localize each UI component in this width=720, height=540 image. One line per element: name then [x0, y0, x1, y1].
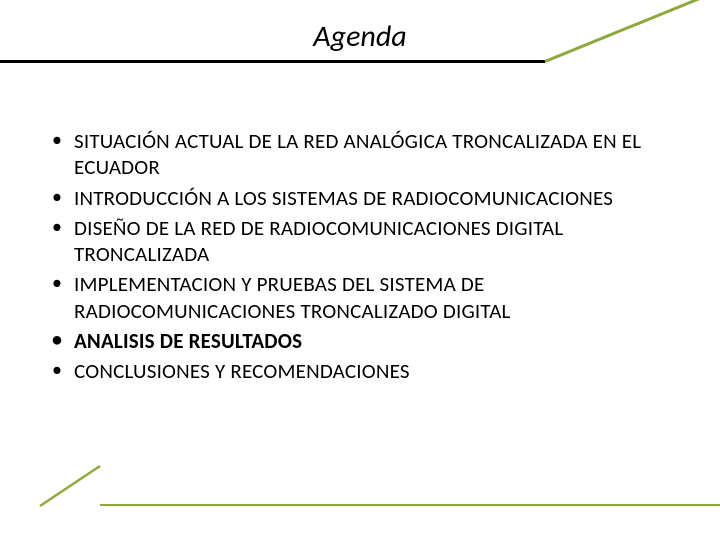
list-item: DISEÑO DE LA RED DE RADIOCOMUNICACIONES …	[44, 215, 664, 268]
list-item: CONCLUSIONES Y RECOMENDACIONES	[44, 358, 664, 384]
list-item: INTRODUCCIÓN A LOS SISTEMAS DE RADIOCOMU…	[44, 185, 664, 211]
slide: Agenda SITUACIÓN ACTUAL DE LA RED ANALÓG…	[0, 0, 720, 540]
bottom-diagonal-line	[40, 466, 160, 506]
list-item: IMPLEMENTACION Y PRUEBAS DEL SISTEMA DE …	[44, 271, 664, 324]
bottom-horizontal-rule	[100, 504, 720, 507]
list-item: SITUACIÓN ACTUAL DE LA RED ANALÓGICA TRO…	[44, 128, 664, 181]
bullet-list: SITUACIÓN ACTUAL DE LA RED ANALÓGICA TRO…	[44, 128, 664, 384]
slide-title: Agenda	[313, 18, 406, 55]
top-horizontal-rule	[0, 60, 545, 63]
top-diagonal-line	[545, 60, 720, 63]
list-item: ANALISIS DE RESULTADOS	[44, 328, 664, 354]
title-container: Agenda	[0, 18, 720, 55]
content-area: SITUACIÓN ACTUAL DE LA RED ANALÓGICA TRO…	[44, 128, 664, 388]
